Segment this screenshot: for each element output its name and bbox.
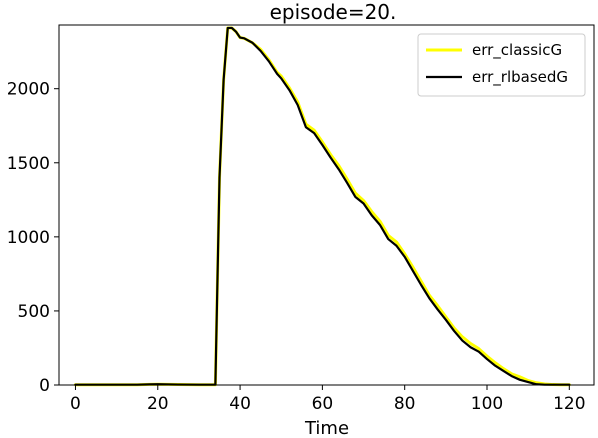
x-tick-label: 20 <box>147 394 169 414</box>
plot-frame <box>58 24 595 386</box>
chart-title: episode=20. <box>270 0 397 24</box>
y-tick-label: 1000 <box>7 228 50 248</box>
legend: err_classicG err_rlbasedG <box>417 33 586 97</box>
x-tick-label: 40 <box>229 394 251 414</box>
y-tick-label: 0 <box>39 376 50 396</box>
x-tick-label: 80 <box>394 394 416 414</box>
y-tick-label: 500 <box>18 302 50 322</box>
x-tick-label: 0 <box>70 394 81 414</box>
x-tick-label: 120 <box>553 394 585 414</box>
legend-label: err_classicG <box>472 41 562 60</box>
legend-label: err_rlbasedG <box>472 68 568 87</box>
x-tick-label: 60 <box>312 394 334 414</box>
x-axis-label: Time <box>304 418 349 438</box>
x-axis: 0 20 40 60 80 100 120 <box>70 385 586 414</box>
y-axis: 0 500 1000 1500 2000 <box>7 80 59 396</box>
x-tick-label: 100 <box>471 394 503 414</box>
series-line-err_rlbasedG <box>74 26 571 386</box>
series-layer <box>73 26 571 387</box>
y-tick-label: 2000 <box>7 80 50 100</box>
y-tick-label: 1500 <box>7 154 50 174</box>
